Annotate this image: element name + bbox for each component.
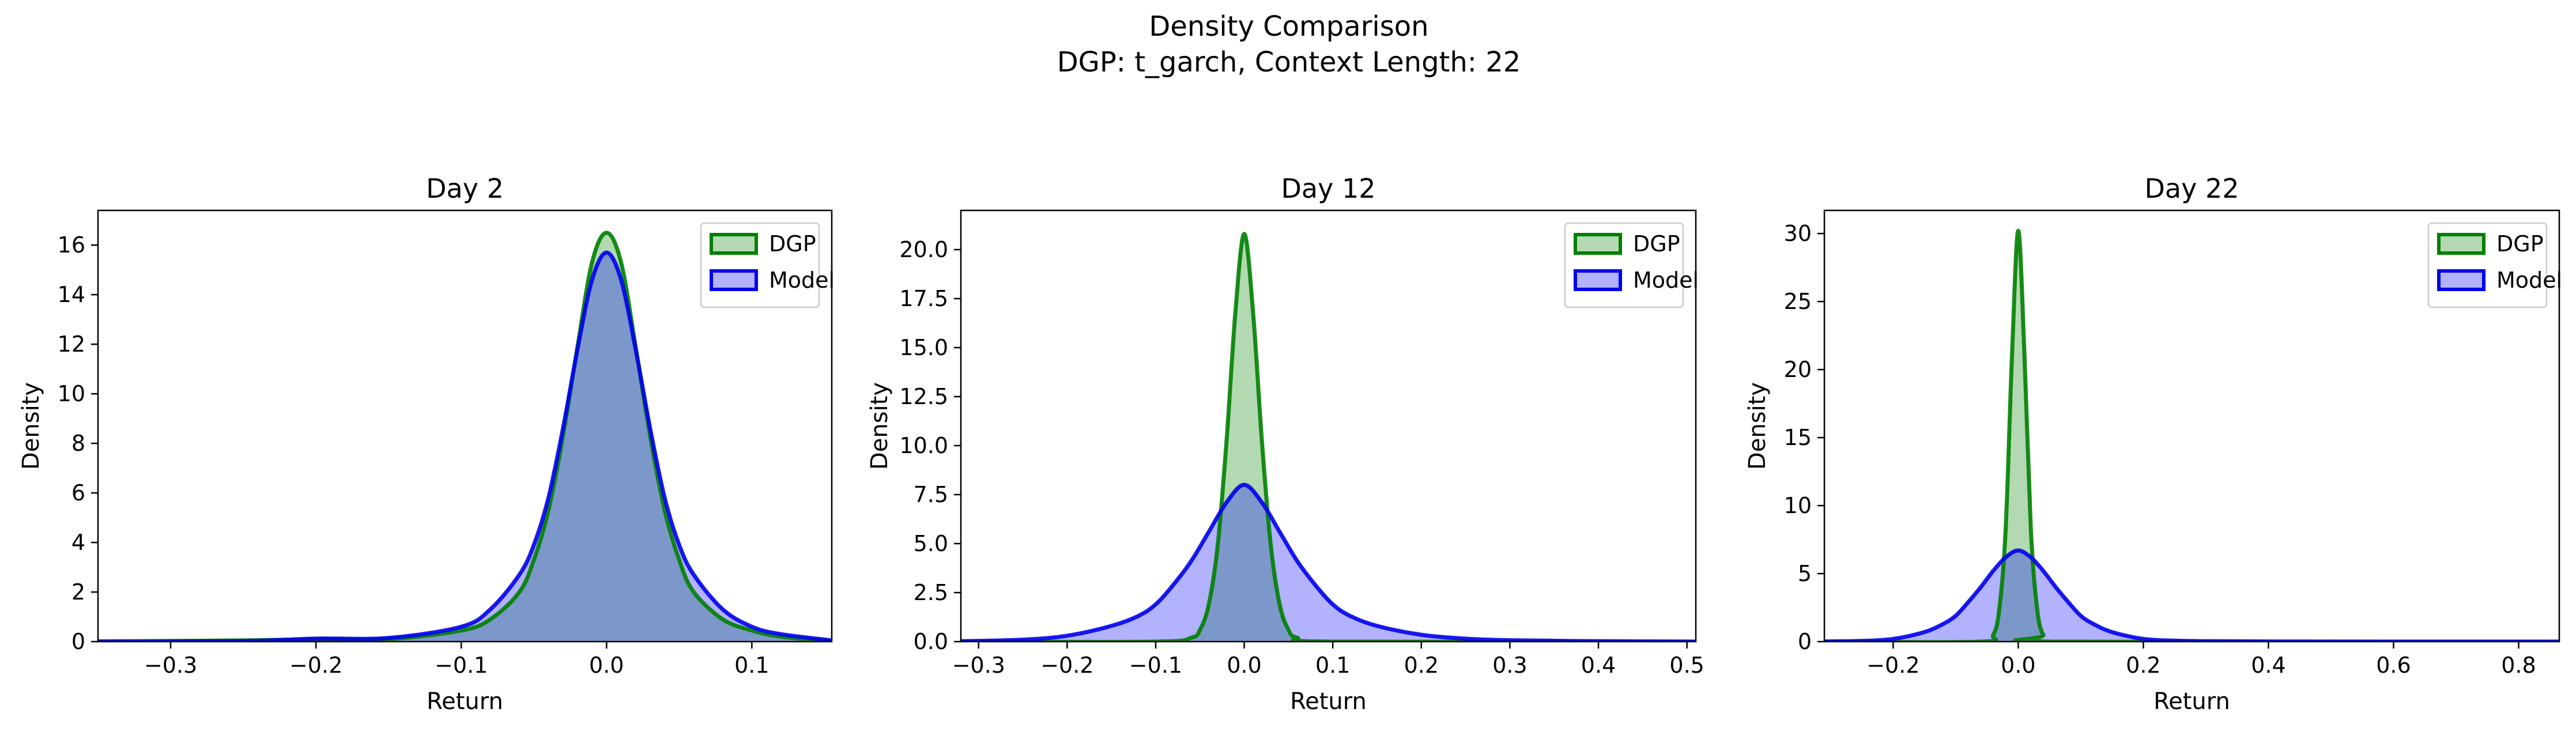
series-line-model [98, 250, 832, 642]
y-tick-label: 5 [1798, 561, 1812, 586]
series-fill-model [98, 252, 832, 642]
x-axis-label: Return [1290, 688, 1367, 715]
x-tick-label: 0.3 [1492, 653, 1527, 678]
x-tick-label: −0.1 [435, 653, 488, 678]
legend-box [1564, 222, 1684, 308]
legend-label-dgp: DGP [1633, 231, 1680, 257]
y-tick-label: 20.0 [899, 237, 948, 262]
axes-frame [960, 209, 1697, 643]
y-tick-label: 15.0 [899, 335, 948, 360]
y-tick-label: 16 [58, 232, 85, 258]
legend-swatch-dgp [710, 233, 758, 255]
series-line-dgp [961, 232, 1696, 642]
y-axis-label: Density [18, 382, 44, 470]
subplot-1: −0.3 −0.2 −0.1 0.0 0.1 0 2 4 6 8 10 12 14 16 Day 2 Retu… [18, 173, 835, 715]
legend-label-model: Model [2496, 267, 2562, 293]
y-tick-label: 7.5 [914, 482, 948, 507]
legend-box [700, 222, 820, 308]
subplot-panels: −0.3 −0.2 −0.1 0.0 0.1 0 2 4 6 8 10 12 14 16 Day 2 Retu… [18, 173, 2562, 715]
y-tick-label: 0.0 [914, 629, 948, 654]
x-tick-label: −0.2 [289, 653, 342, 678]
y-tick-label: 8 [71, 431, 85, 456]
y-tick-label: 10 [1784, 493, 1812, 518]
y-tick-label: 4 [71, 530, 85, 555]
y-axis-label: Density [866, 382, 893, 470]
suptitle-line-2: DGP: t_garch, Context Length: 22 [1057, 46, 1521, 78]
legend-label-model: Model [1633, 267, 1699, 293]
y-tick-label: 12 [58, 331, 85, 357]
x-tick-label: 0.4 [2251, 653, 2285, 678]
x-axis-label: Return [427, 688, 503, 715]
y-tick-label: 14 [58, 282, 85, 307]
x-tick-label: 0.1 [1315, 653, 1350, 678]
x-tick-label: 0.4 [1581, 653, 1616, 678]
plot-area [98, 231, 832, 642]
x-tick-label: 0.2 [2126, 653, 2160, 678]
x-tick-label: −0.1 [1129, 653, 1182, 678]
legend-swatch-model [2437, 269, 2486, 291]
legend-label-dgp: DGP [769, 231, 816, 257]
subplot-title: Day 12 [1281, 173, 1376, 204]
subplot-2: −0.3 −0.2 −0.1 0.0 0.1 0.2 0.3 0.4 0.5 0.0 2.5 5.0 7… [866, 173, 1704, 715]
axes-frame [97, 209, 833, 643]
plot-area [961, 232, 1696, 642]
y-tick-label: 6 [71, 480, 85, 506]
axes-frame [1823, 209, 2560, 643]
legend-swatch-dgp [2437, 233, 2486, 255]
series-fill-model [961, 485, 1696, 642]
y-tick-label: 30 [1784, 221, 1812, 246]
y-axis-label: Density [1744, 382, 1771, 470]
x-tick-label: 0.6 [2376, 653, 2411, 678]
y-tick-label: 0 [1798, 629, 1812, 654]
legend: DGP Model [700, 222, 835, 308]
suptitle-line-1: Density Comparison [1149, 10, 1428, 43]
series-fill-dgp [98, 232, 832, 642]
x-tick-label: −0.3 [144, 653, 197, 678]
series-fill-dgp [1824, 231, 2559, 642]
y-tick-label: 17.5 [899, 286, 948, 311]
y-tick-label: 2.5 [914, 580, 948, 605]
x-tick-label: 0.1 [734, 653, 769, 678]
x-tick-label: 0.0 [589, 653, 624, 678]
series-fill-model [1824, 550, 2559, 642]
legend-swatch-model [710, 269, 758, 291]
x-tick-label: −0.2 [1866, 653, 1919, 678]
legend: DGP Model [2427, 222, 2562, 308]
legend-box [2427, 222, 2548, 308]
y-tick-label: 0 [71, 629, 85, 654]
subplot-title: Day 22 [2145, 173, 2239, 204]
x-tick-label: 0.2 [1404, 653, 1439, 678]
x-tick-label: 0.5 [1669, 653, 1704, 678]
y-tick-label: 15 [1784, 425, 1812, 450]
legend-swatch-model [1574, 269, 1622, 291]
legend-swatch-dgp [1574, 233, 1622, 255]
y-tick-label: 20 [1784, 357, 1812, 382]
x-tick-label: −0.3 [952, 653, 1005, 678]
x-tick-label: 0.0 [2001, 653, 2035, 678]
y-tick-label: 25 [1784, 289, 1812, 314]
legend: DGP Model [1564, 222, 1699, 308]
y-tick-label: 12.5 [899, 384, 948, 409]
y-tick-label: 5.0 [914, 531, 948, 556]
subplot-3: −0.2 0.0 0.2 0.4 0.6 0.8 0 5 10 15 20 25 30 Day 22 Ret… [1744, 173, 2562, 715]
series-line-model [961, 483, 1696, 642]
y-tick-label: 2 [71, 579, 85, 605]
y-tick-label: 10.0 [899, 433, 948, 458]
x-tick-label: −0.2 [1040, 653, 1093, 678]
x-axis-label: Return [2153, 688, 2230, 715]
legend-label-model: Model [769, 267, 835, 293]
x-tick-label: 0.0 [1227, 653, 1261, 678]
legend-label-dgp: DGP [2496, 231, 2544, 257]
y-tick-label: 10 [58, 381, 85, 406]
subplot-title: Day 2 [426, 173, 504, 204]
x-tick-label: 0.8 [2501, 653, 2536, 678]
